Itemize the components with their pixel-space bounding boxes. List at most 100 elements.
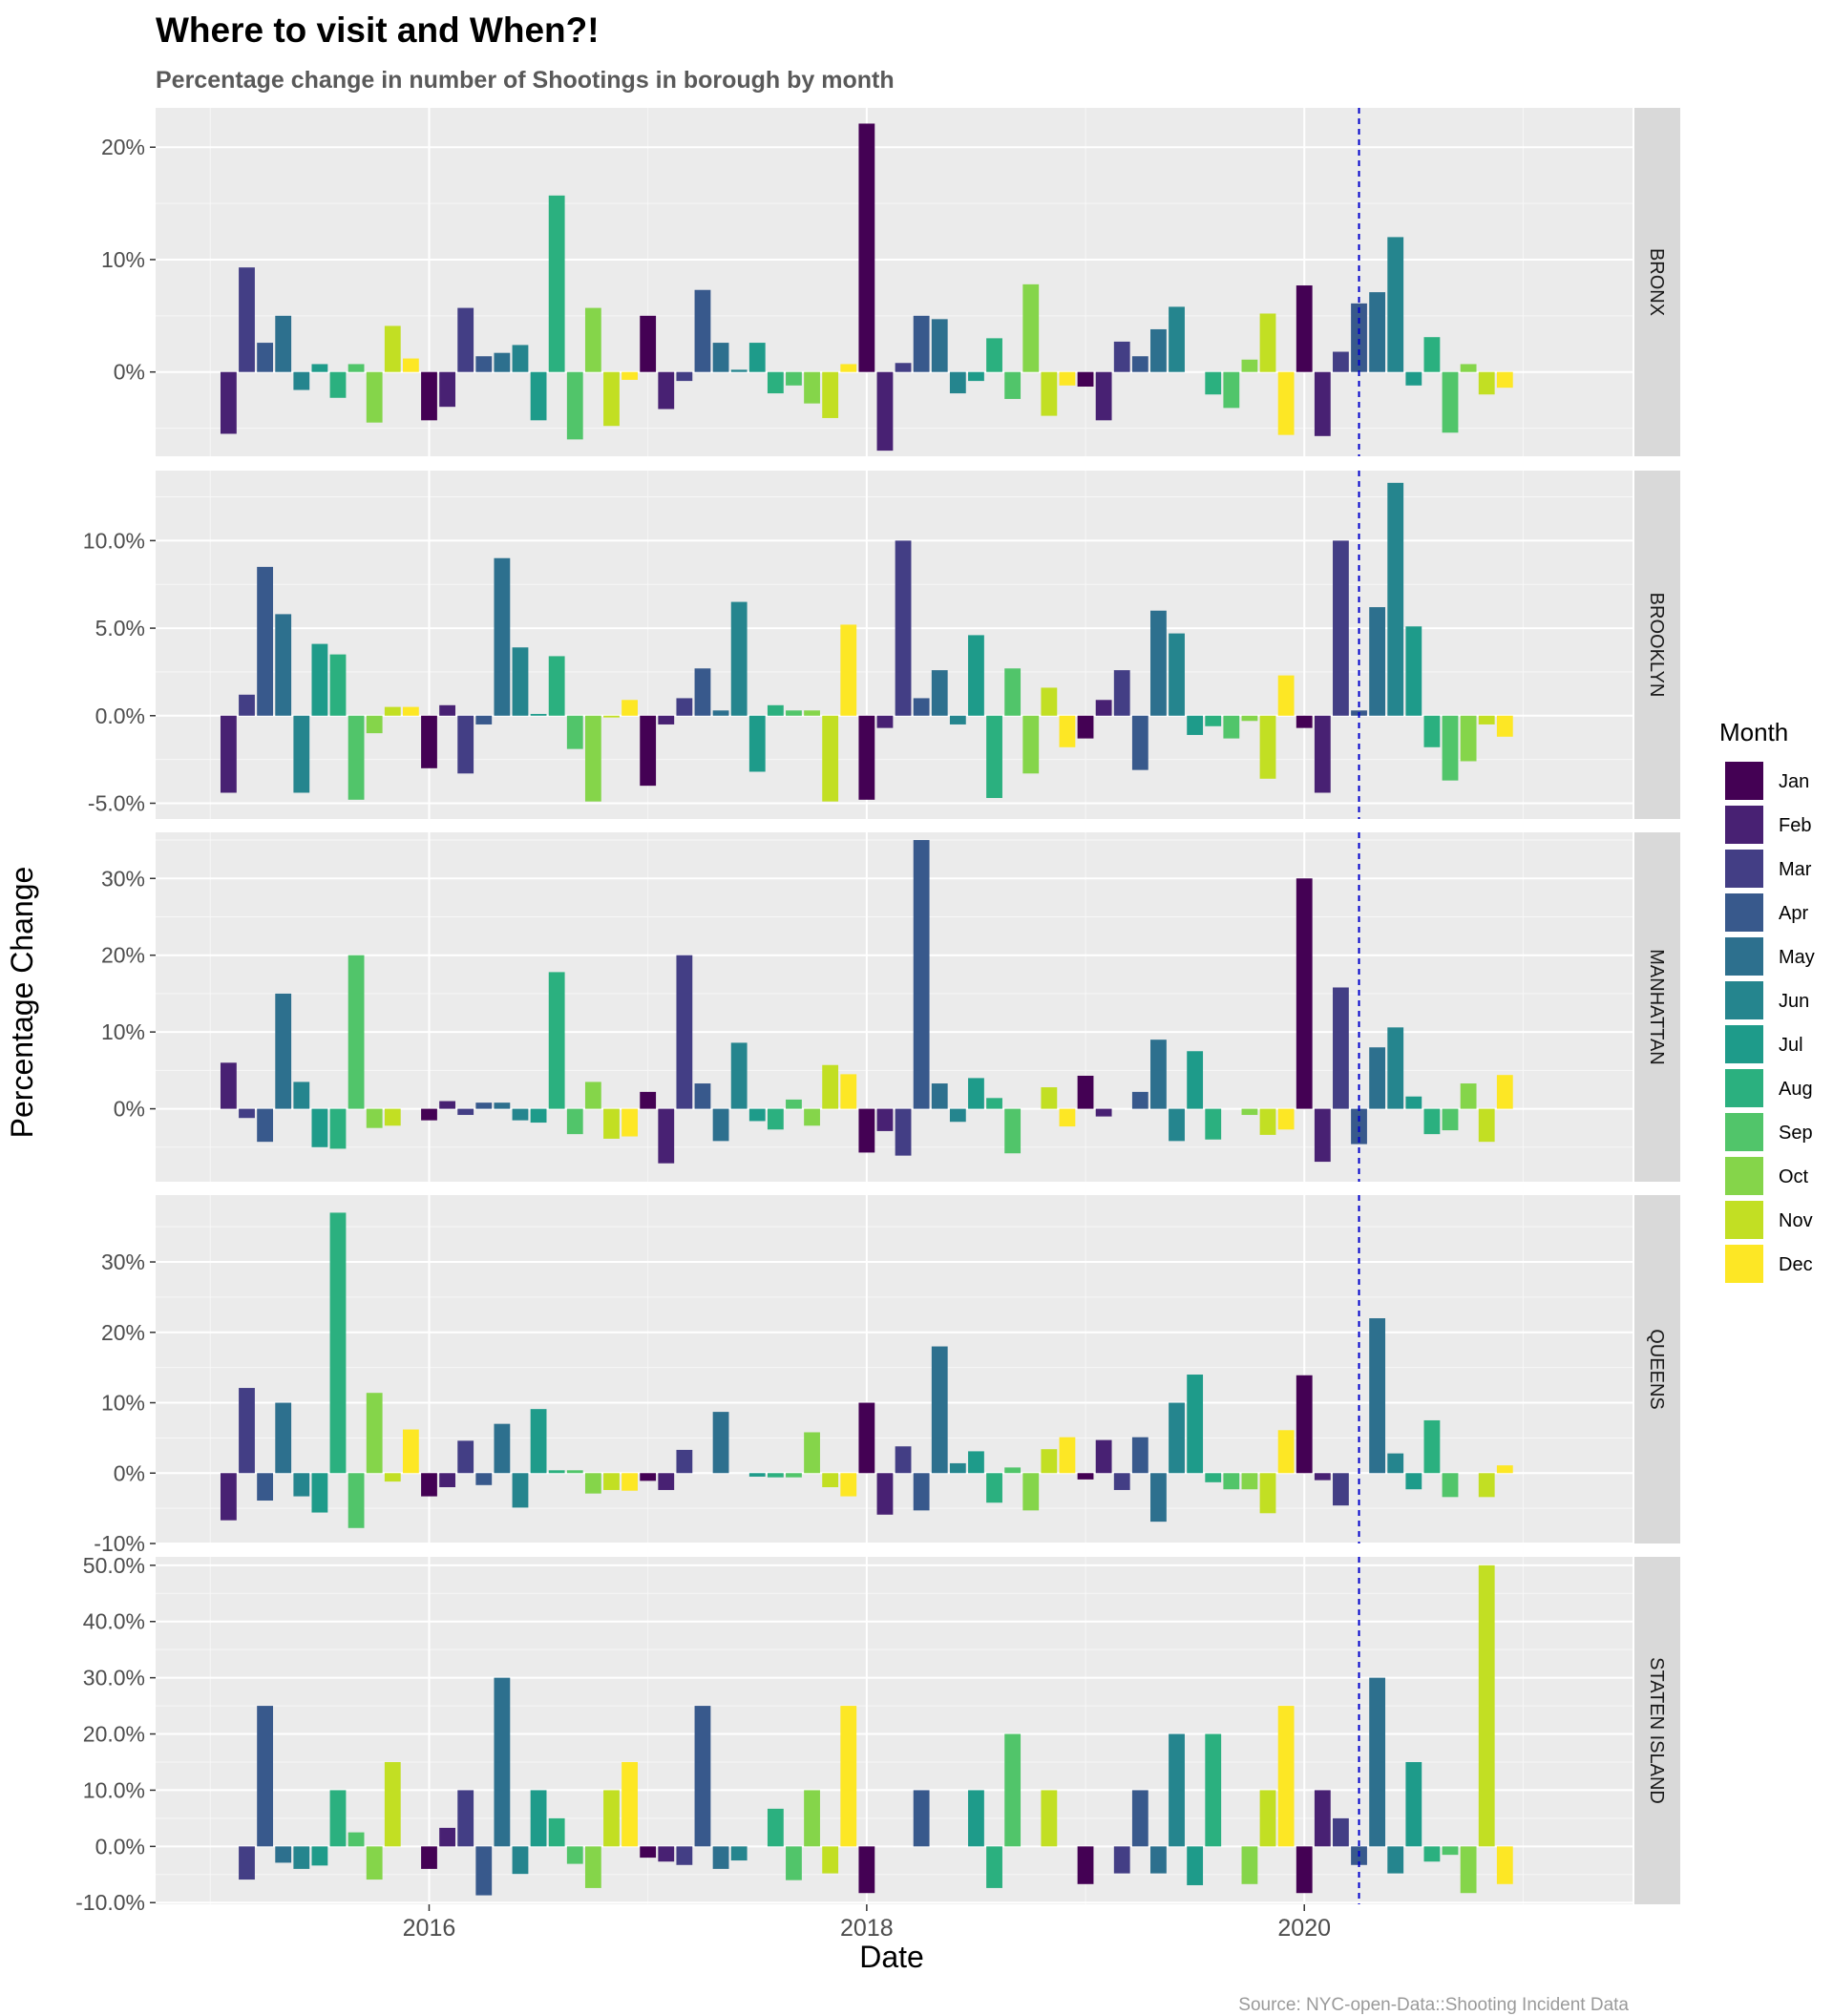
bar bbox=[767, 1808, 784, 1847]
bar bbox=[475, 715, 493, 724]
bar bbox=[366, 1108, 383, 1128]
bar bbox=[822, 1846, 839, 1874]
bar bbox=[1478, 1473, 1495, 1498]
bar bbox=[548, 1817, 565, 1847]
bar bbox=[1241, 715, 1258, 722]
bar bbox=[748, 1108, 766, 1122]
bar bbox=[1478, 715, 1495, 724]
bar bbox=[622, 700, 638, 716]
bar bbox=[1369, 607, 1386, 716]
bar bbox=[293, 1473, 310, 1497]
bar bbox=[694, 289, 711, 372]
bar bbox=[566, 371, 583, 440]
legend-label: May bbox=[1779, 947, 1815, 968]
bar bbox=[748, 1473, 766, 1477]
bar bbox=[1113, 1846, 1130, 1874]
y-axis-title: Percentage Change bbox=[5, 867, 39, 1139]
bar bbox=[1095, 1108, 1112, 1117]
bar bbox=[1405, 626, 1422, 716]
bar bbox=[548, 972, 565, 1109]
bar bbox=[986, 1846, 1002, 1888]
bar bbox=[1333, 1473, 1349, 1506]
bar bbox=[622, 1761, 638, 1847]
bar bbox=[584, 1082, 601, 1109]
legend-key bbox=[1725, 1025, 1763, 1063]
bar bbox=[257, 1108, 273, 1143]
bar bbox=[1405, 1096, 1422, 1109]
bar bbox=[275, 1846, 292, 1863]
bar bbox=[530, 1790, 547, 1847]
bar bbox=[658, 715, 675, 724]
bar bbox=[986, 715, 1002, 798]
facet-strip-label: BROOKLYN bbox=[1646, 593, 1667, 698]
bar bbox=[1405, 1473, 1422, 1490]
bar bbox=[1113, 341, 1130, 372]
bar bbox=[804, 1108, 820, 1126]
bar bbox=[1259, 715, 1276, 779]
bar bbox=[1059, 715, 1076, 747]
bar bbox=[348, 364, 365, 372]
bar bbox=[366, 715, 383, 734]
bar bbox=[402, 1429, 419, 1474]
bar bbox=[275, 614, 292, 716]
y-tick-label: 20.0% bbox=[83, 1722, 145, 1747]
bar bbox=[1059, 371, 1076, 386]
bar bbox=[1077, 1473, 1094, 1480]
legend: Month Jan Feb Mar Apr May Jun Jul Aug Sep Oct Nov D… bbox=[1719, 718, 1815, 1283]
bar bbox=[1296, 1375, 1313, 1474]
bar bbox=[1077, 1075, 1094, 1109]
bar bbox=[439, 371, 455, 408]
y-tick-label: -5.0% bbox=[88, 790, 145, 815]
bar bbox=[566, 1470, 583, 1474]
bar bbox=[1369, 292, 1386, 372]
bar bbox=[767, 1473, 784, 1478]
bar bbox=[1187, 1846, 1204, 1885]
bar bbox=[366, 1393, 383, 1474]
bar bbox=[220, 1473, 237, 1521]
bar bbox=[512, 1108, 529, 1121]
bar bbox=[712, 1108, 729, 1142]
legend-key bbox=[1725, 806, 1763, 844]
bar bbox=[1259, 1108, 1276, 1135]
facet-strip-label: STATEN ISLAND bbox=[1646, 1657, 1667, 1804]
bar bbox=[1004, 1467, 1022, 1474]
panel-background bbox=[156, 832, 1633, 1182]
bar bbox=[1442, 371, 1459, 433]
bar bbox=[822, 715, 839, 802]
bar bbox=[913, 1790, 930, 1847]
bar bbox=[786, 1099, 802, 1109]
bar bbox=[384, 1473, 401, 1482]
bar bbox=[1405, 1761, 1422, 1847]
bar bbox=[1205, 1108, 1222, 1140]
bar bbox=[311, 1108, 328, 1147]
bar bbox=[968, 1078, 984, 1109]
bar bbox=[421, 715, 437, 768]
bar bbox=[622, 371, 638, 380]
bar bbox=[1187, 1051, 1204, 1109]
bar bbox=[913, 315, 930, 372]
bar bbox=[239, 267, 255, 372]
legend-title: Month bbox=[1719, 718, 1788, 746]
x-tick-label: 2016 bbox=[403, 1915, 456, 1942]
bar bbox=[257, 1706, 273, 1847]
bar bbox=[329, 654, 347, 716]
x-tick-label: 2020 bbox=[1277, 1915, 1331, 1942]
bar bbox=[786, 371, 802, 386]
bar bbox=[329, 1108, 347, 1149]
bar bbox=[329, 371, 347, 398]
bar bbox=[603, 1108, 620, 1139]
bar bbox=[1095, 371, 1112, 421]
bar bbox=[1022, 715, 1040, 774]
bar bbox=[694, 1083, 711, 1109]
bar bbox=[293, 1082, 310, 1109]
bar bbox=[786, 1473, 802, 1478]
bar bbox=[712, 710, 729, 716]
legend-label: Jul bbox=[1779, 1035, 1803, 1056]
bar bbox=[840, 1706, 857, 1847]
bar bbox=[931, 1083, 948, 1109]
bar bbox=[603, 1790, 620, 1847]
bar bbox=[1314, 1108, 1331, 1163]
bar bbox=[1205, 1733, 1222, 1847]
panel-staten-island: -10.0% 0.0% 10.0% 20.0% 30.0% 40.0% 50.0% STATE… bbox=[75, 1553, 1680, 1915]
legend-key bbox=[1725, 1069, 1763, 1107]
